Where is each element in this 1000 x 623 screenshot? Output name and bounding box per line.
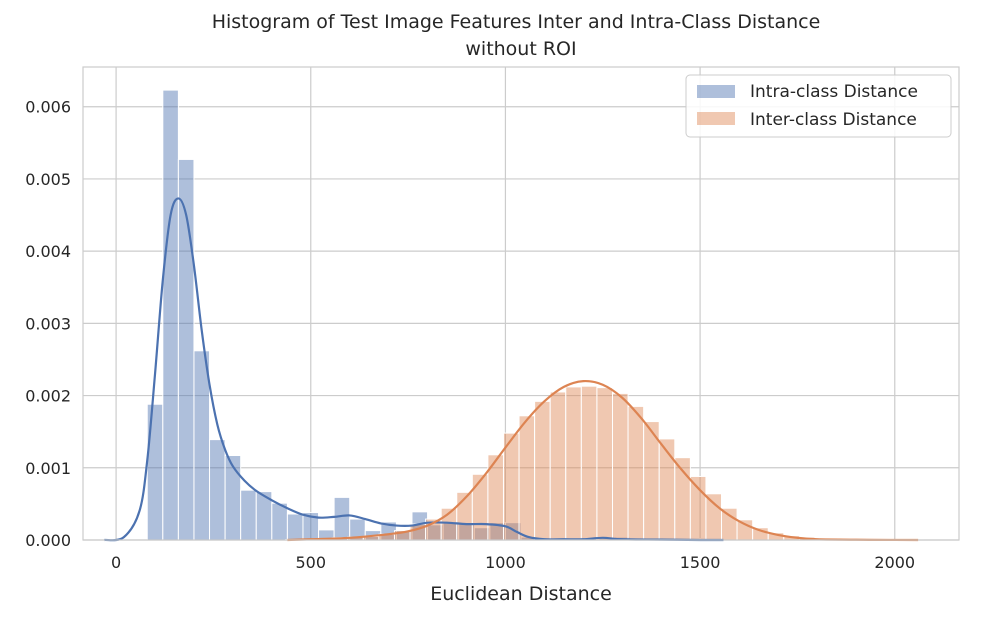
plot-frame (82, 66, 960, 541)
histogram-bar-inter (611, 392, 629, 541)
histogram-bar-inter (502, 432, 520, 541)
histogram-bar-inter (627, 405, 645, 541)
y-tick-label: 0.002 (25, 387, 71, 406)
kde-curves (104, 197, 919, 542)
x-axis-label: Euclidean Distance (430, 583, 612, 605)
legend-swatch-inter (697, 112, 735, 125)
x-tick-label: 500 (295, 553, 326, 572)
histogram-bar-inter (736, 519, 754, 541)
x-tick-label: 1500 (680, 553, 721, 572)
y-tick-label: 0.006 (25, 98, 71, 117)
kde-line-inter (287, 379, 919, 542)
histogram-bar-inter (596, 387, 613, 541)
x-tick-label: 0 (111, 553, 121, 572)
histogram-bar-inter (565, 386, 582, 541)
histogram-bar-inter (705, 493, 723, 541)
y-tick-label: 0.005 (25, 170, 71, 189)
histogram-bar-intra (286, 513, 304, 541)
legend-label-inter: Inter-class Distance (750, 110, 917, 130)
histogram-bar-intra (209, 439, 226, 541)
y-tick-label: 0.001 (25, 459, 71, 478)
histogram-bar-intra (271, 502, 288, 541)
histogram-bar-inter (689, 475, 707, 541)
tick-labels: 0 500 1000 1500 2000 0.000 0.001 0.002 0.003 0.00… (25, 98, 915, 572)
histogram-bar-intra (333, 496, 351, 541)
legend-box (685, 74, 952, 138)
legend-swatch-intra (697, 85, 735, 98)
histogram-bar-inter (471, 473, 489, 541)
y-tick-label: 0.000 (25, 531, 71, 550)
chart-title: Histogram of Test Image Features Inter a… (212, 11, 821, 33)
histogram-bar-inter (721, 507, 738, 541)
histogram-bar-inter (658, 438, 676, 541)
histogram-bar-inter (580, 385, 598, 541)
legend-label-intra: Intra-class Distance (750, 82, 918, 102)
kde-line-intra (104, 197, 724, 542)
histogram-bar-intra (146, 403, 164, 541)
y-tick-label: 0.004 (25, 242, 71, 261)
legend: Intra-class Distance Inter-class Distanc… (685, 74, 952, 138)
x-tick-label: 1000 (485, 553, 526, 572)
histogram-bar-inter (549, 391, 567, 541)
y-tick-label: 0.003 (25, 314, 71, 333)
x-tick-label: 2000 (874, 553, 915, 572)
histogram-bar-inter (518, 415, 536, 541)
histogram-bar-inter (534, 400, 551, 541)
histogram-bar-intra (240, 489, 257, 541)
chart-subtitle: without ROI (465, 38, 576, 60)
histogram-bar-intra (162, 89, 179, 541)
histogram-bar-intra (193, 350, 211, 541)
